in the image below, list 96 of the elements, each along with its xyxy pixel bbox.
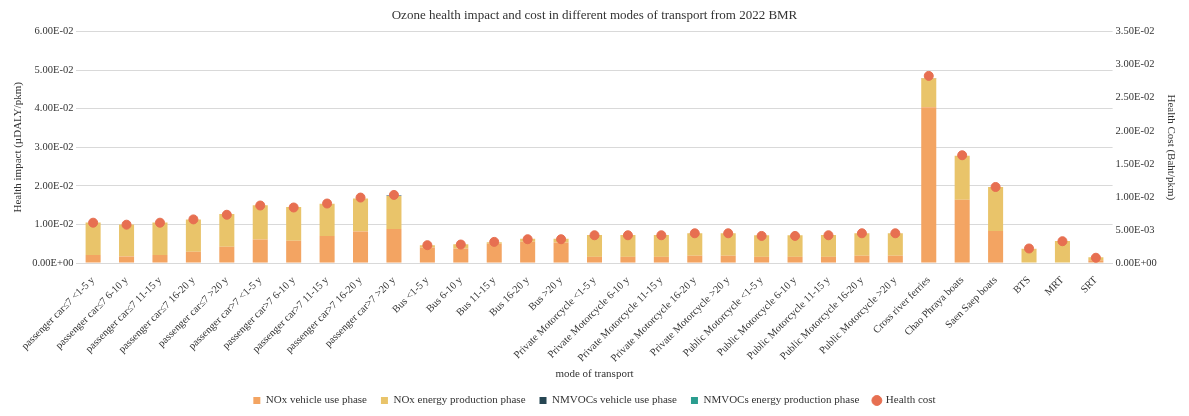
bar [85,254,101,263]
point [756,230,767,241]
point [388,189,399,200]
y-tick-label: 6.00E-02 [34,25,74,37]
y2-axis-title: Health Cost (Baht/pkm) [1164,94,1178,201]
point [622,230,633,241]
bar [954,199,970,263]
point [656,230,667,241]
point [823,230,834,241]
legend-label: NOx vehicle use phase [265,393,368,406]
point [790,230,801,241]
bar [687,255,703,263]
bar [520,241,536,263]
bar [787,256,803,263]
point [322,198,333,209]
y2-tick-label: 1.50E-02 [1115,157,1155,169]
bar [319,203,335,237]
bar [386,229,402,263]
point [723,228,734,239]
bar [720,255,736,263]
bar [988,231,1004,263]
chart-title: Ozone health impact and cost in different modes of transport from 2022 BMR [391,7,798,23]
bar [85,222,101,255]
bar [219,214,235,247]
point [288,202,299,213]
y-tick-label: 3.00E-02 [34,141,74,153]
point [489,236,500,247]
bar [988,187,1004,232]
y2-tick-label: 5.00E-03 [1115,223,1155,235]
point [255,200,266,211]
point [522,234,533,245]
point [689,228,700,239]
point [1090,252,1101,263]
bar [620,256,636,263]
bar [954,155,970,200]
bar [921,107,937,263]
bar [119,256,135,263]
bar [152,254,168,263]
bar [185,219,201,252]
legend-label: Health cost [885,393,936,406]
y-tick-label: 1.00E-02 [34,218,74,230]
point [355,192,366,203]
y-tick-label: 4.00E-02 [34,102,74,114]
x-axis-title: mode of transport [555,367,634,380]
point [589,230,600,241]
legend-label: NMVOCs vehicle use phase [552,393,678,406]
y-tick-label: 0.00E+00 [32,256,74,268]
point [422,240,433,251]
y2-tick-label: 2.50E-02 [1115,91,1155,103]
bar [152,222,168,255]
bar [754,256,770,263]
bar [653,256,669,263]
legend-label: NMVOCs energy production phase [703,393,860,406]
point [957,150,968,161]
bar [252,239,268,263]
bar [586,256,603,263]
y2-tick-label: 3.00E-02 [1115,58,1155,70]
bar [854,255,870,263]
y-tick-label: 2.00E-02 [34,179,74,191]
bar [386,195,402,230]
y-tick-label: 5.00E-02 [34,63,74,75]
point [856,228,867,239]
bar [252,205,268,240]
x-tick-label: SRT [1078,273,1100,296]
bar [820,256,836,263]
point [221,209,232,220]
y2-tick-label: 2.00E-02 [1115,124,1155,136]
legend-label: NOx energy production phase [393,393,526,406]
point [923,70,934,81]
bar [553,242,569,263]
point [154,217,165,228]
point [88,217,99,228]
point [188,214,199,225]
point [890,228,901,239]
y2-tick-label: 0.00E+00 [1115,256,1157,268]
bar [319,236,335,263]
bar [219,246,235,263]
bar [419,247,435,263]
point [990,181,1001,192]
bar [185,251,201,263]
y2-tick-label: 1.00E-02 [1115,190,1155,202]
bar [286,207,302,241]
bar [453,248,469,263]
bar [921,78,937,108]
bar [353,198,369,232]
bar [887,255,903,263]
point [455,239,466,250]
point [1057,236,1068,247]
y-axis-title: Health impact (µDALY/pkm) [11,81,25,213]
point [556,234,567,245]
bar [353,231,369,263]
point [1024,243,1035,254]
point [121,219,132,230]
bar [486,243,502,263]
y2-tick-label: 3.50E-02 [1115,25,1155,37]
bar [286,240,302,263]
